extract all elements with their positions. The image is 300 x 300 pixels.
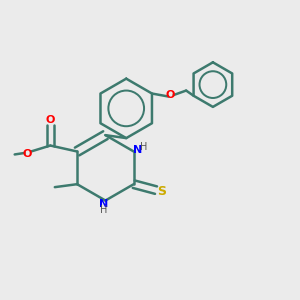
Text: S: S: [157, 185, 166, 198]
Text: N: N: [133, 145, 142, 155]
Text: O: O: [23, 149, 32, 159]
Text: O: O: [46, 115, 55, 125]
Text: O: O: [165, 90, 175, 100]
Text: H: H: [140, 142, 147, 152]
Text: H: H: [100, 205, 108, 215]
Text: N: N: [99, 199, 109, 209]
